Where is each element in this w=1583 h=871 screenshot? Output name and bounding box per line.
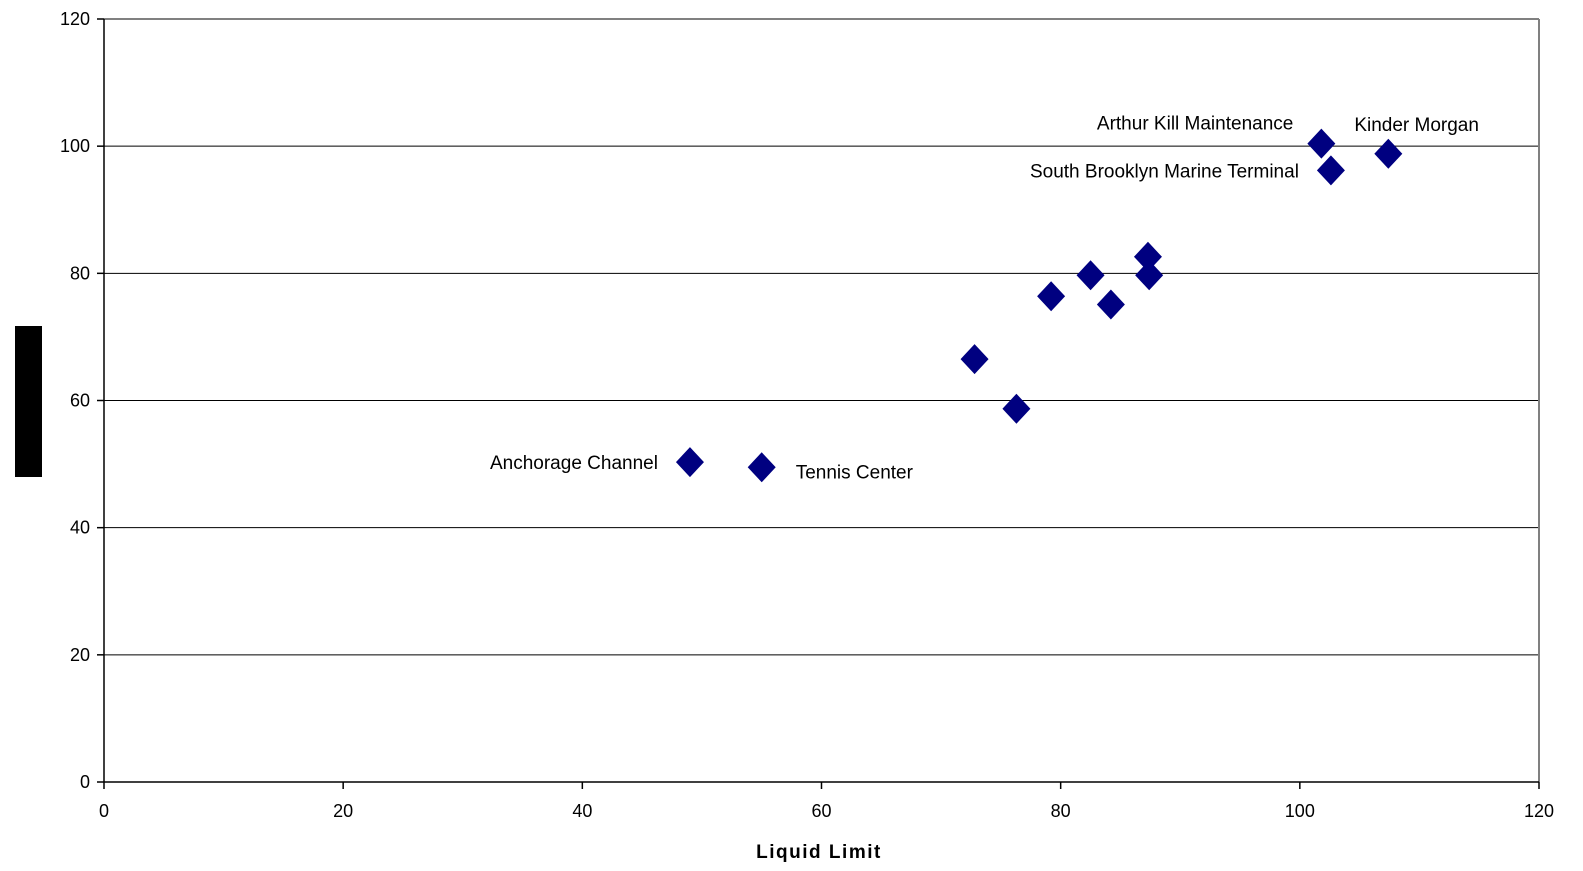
data-point (747, 452, 776, 483)
x-tick-label: 60 (811, 801, 831, 821)
y-tick-label: 80 (70, 263, 90, 283)
y-tick-label: 120 (60, 9, 90, 29)
gridlines (104, 18, 1539, 656)
point-label: Arthur Kill Maintenance (1097, 114, 1293, 135)
point-label: South Brooklyn Marine Terminal (1030, 161, 1299, 182)
y-tick-label: 0 (80, 772, 90, 792)
point-labels: Anchorage Channel Tennis Center Arthur Kil… (490, 114, 1479, 484)
data-point (1135, 260, 1164, 291)
data-point (1374, 138, 1403, 169)
data-point (1307, 128, 1336, 159)
x-tick-label: 0 (99, 801, 109, 821)
x-tick-label: 120 (1524, 801, 1554, 821)
y-tick-label: 60 (70, 391, 90, 411)
y-tick-label: 20 (70, 645, 90, 665)
data-point (1002, 393, 1031, 424)
x-tick-label: 20 (333, 801, 353, 821)
x-tick-label: 80 (1051, 801, 1071, 821)
point-label: Kinder Morgan (1354, 115, 1479, 136)
data-point (1037, 281, 1066, 312)
data-point (1316, 155, 1345, 186)
point-label: Anchorage Channel (490, 453, 658, 474)
x-tick-label: 40 (572, 801, 592, 821)
x-axis-title: Liquid Limit (756, 842, 882, 863)
y-tick-label: 100 (60, 136, 90, 156)
data-point (1096, 289, 1125, 320)
data-point (960, 344, 989, 375)
data-points (675, 128, 1403, 483)
point-label: Tennis Center (796, 462, 914, 483)
y-tick-label: 40 (70, 518, 90, 538)
data-point (1133, 241, 1162, 272)
x-axis-ticks: 0 20 40 60 80 100 120 (99, 782, 1554, 821)
data-point (1076, 260, 1105, 291)
x-tick-label: 100 (1285, 801, 1315, 821)
data-point (675, 447, 704, 478)
y-axis-title-redaction (15, 326, 42, 477)
y-axis-ticks: 0 20 40 60 80 100 120 (60, 9, 104, 792)
